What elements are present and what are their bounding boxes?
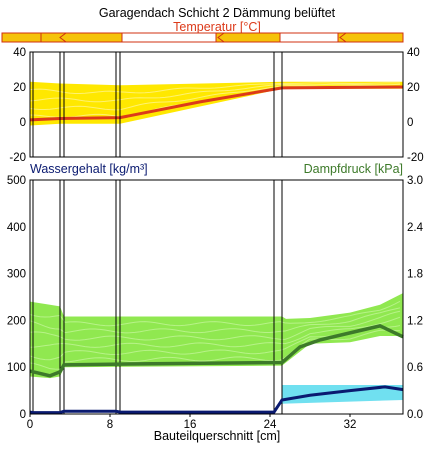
temperature-line: [29, 85, 404, 122]
climate-bar-arrow-2: [217, 32, 225, 43]
layer-boundaries: [32, 52, 283, 157]
climate-bar-right: [337, 32, 404, 43]
vapor-pressure-title: Dampfdruck [kPa]: [304, 162, 403, 176]
vapor-pressure-profile-line: [29, 316, 401, 348]
temperature-plot-frame: [29, 51, 404, 158]
moisture-plot-frame: [29, 179, 404, 415]
temperature-tick-label: -20: [9, 152, 26, 164]
chart-title: Garagendach Schicht 2 Dämmung belüftet: [99, 6, 336, 20]
climate-bar-right-plain: [279, 32, 339, 43]
vapor-pressure-profile-line: [29, 307, 401, 334]
x-tick-label: 16: [184, 419, 197, 431]
vapor-pressure-profile-line: [29, 300, 401, 327]
climate-bar-middle-right: [215, 32, 281, 43]
water-content-y-ticks: 0 100 200 300 400 500: [7, 175, 26, 421]
water-content-tick-label: 0: [20, 409, 26, 421]
vapor-pressure-profile-line: [29, 329, 401, 370]
x-ticks: 0 8 16 24 32: [27, 414, 357, 431]
temperature-series: [29, 85, 404, 122]
temperature-y-ticks-left: -20 0 20 40: [9, 47, 26, 164]
x-tick-label: 32: [344, 419, 357, 431]
vapor-pressure-tick-label: 2.4: [407, 222, 424, 234]
climate-bar-arrow-3: [339, 32, 347, 43]
water-content-title: Wassergehalt [kg/m³]: [30, 162, 148, 176]
vapor-pressure-band: [29, 293, 403, 379]
temperature-tick-label: 20: [13, 82, 26, 94]
temperature-title: Temperatur [°C]: [173, 20, 261, 34]
climate-bar-middle: [121, 32, 217, 43]
temperature-panel: -20 0 20 40 -20 0 20 40: [9, 47, 423, 164]
temperature-tick-label: 0: [407, 117, 413, 129]
x-tick-label: 0: [27, 419, 33, 431]
temperature-tick-label: 40: [407, 47, 420, 59]
climate-bar-left: [1, 32, 123, 43]
water-content-tick-label: 500: [7, 175, 26, 187]
temperature-y-ticks-right: -20 0 20 40: [407, 47, 424, 164]
vapor-pressure-tick-label: 0.0: [407, 409, 423, 421]
water-content-tick-label: 300: [7, 269, 26, 281]
climate-bar-arrow-1: [59, 32, 67, 43]
vapor-pressure-tick-label: 3.0: [407, 175, 423, 187]
layer-boundaries: [32, 180, 283, 414]
water-content-series: [29, 385, 404, 415]
vapor-pressure-tick-label: 1.8: [407, 269, 423, 281]
x-tick-label: 24: [264, 419, 277, 431]
vapor-pressure-series: [29, 324, 404, 378]
vapor-pressure-envelope: [30, 293, 403, 379]
temperature-profile-line: [29, 83, 401, 103]
vapor-pressure-profile-line: [29, 310, 401, 341]
x-axis-label: Bauteilquerschnitt [cm]: [154, 429, 280, 443]
moisture-panel: 0 100 200 300 400 500 0.0 0.6 1.2 1.8 2.4 3.0 0 8 16…: [7, 175, 424, 431]
temperature-profile-line: [29, 82, 401, 95]
temperature-tick-label: -20: [407, 152, 424, 164]
x-tick-label: 8: [107, 419, 113, 431]
temperature-tick-label: 20: [407, 82, 420, 94]
vapor-pressure-tick-label: 0.6: [407, 362, 423, 374]
water-content-tick-label: 100: [7, 362, 26, 374]
temperature-tick-label: 0: [20, 117, 26, 129]
water-content-tick-label: 200: [7, 315, 26, 327]
temperature-tick-label: 40: [13, 47, 26, 59]
vapor-pressure-y-ticks: 0.0 0.6 1.2 1.8 2.4 3.0: [407, 175, 424, 421]
moisture-lines: [29, 324, 404, 415]
boundary-condition-bar: [1, 32, 404, 43]
water-content-tick-label: 400: [7, 222, 26, 234]
temperature-envelope: [30, 81, 403, 126]
vapor-pressure-tick-label: 1.2: [407, 315, 423, 327]
